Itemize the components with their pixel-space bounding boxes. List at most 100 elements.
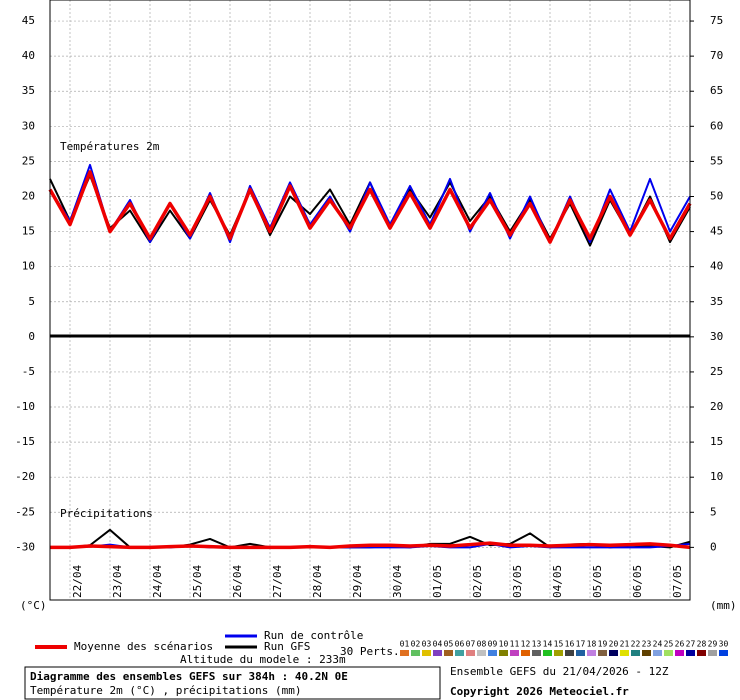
y2-tick-label: 70 <box>710 49 723 62</box>
perturbation-label: 15 <box>554 640 564 649</box>
y-tick-label: 10 <box>22 260 35 273</box>
perturbation-swatch <box>466 650 475 656</box>
perturbation-label: 29 <box>708 640 718 649</box>
x-tick-label: 27/04 <box>271 565 284 598</box>
perturbation-label: 20 <box>609 640 619 649</box>
perturbation-label: 26 <box>675 640 685 649</box>
y-tick-label: 30 <box>22 119 35 132</box>
perturbation-label: 01 <box>400 640 410 649</box>
perturbation-label: 17 <box>576 640 586 649</box>
y2-tick-label: 5 <box>710 505 717 518</box>
x-tick-label: 23/04 <box>111 565 124 598</box>
x-tick-label: 30/04 <box>391 565 404 598</box>
y2-tick-label: 65 <box>710 84 723 97</box>
x-tick-label: 07/05 <box>671 565 684 598</box>
y2-tick-label: 15 <box>710 435 723 448</box>
y2-tick-label: 55 <box>710 154 723 167</box>
x-tick-label: 26/04 <box>231 565 244 598</box>
perturbation-label: 11 <box>510 640 520 649</box>
y2-tick-label: 20 <box>710 400 723 413</box>
y-unit: (°C) <box>20 599 47 612</box>
perturbation-label: 08 <box>477 640 487 649</box>
perturbation-swatch <box>433 650 442 656</box>
perturbation-label: 25 <box>664 640 674 649</box>
perturbation-label: 14 <box>543 640 553 649</box>
panel-title: Précipitations <box>60 507 153 520</box>
y2-tick-label: 30 <box>710 330 723 343</box>
x-tick-label: 28/04 <box>311 565 324 598</box>
perturbation-swatch <box>587 650 596 656</box>
perturbation-label: 19 <box>598 640 608 649</box>
perturbation-label: 27 <box>686 640 696 649</box>
perturbation-swatch <box>576 650 585 656</box>
y-tick-label: 35 <box>22 84 35 97</box>
footer-box <box>24 666 441 700</box>
perturbation-label: 10 <box>499 640 509 649</box>
perturbation-swatch <box>675 650 684 656</box>
perturbation-label: 04 <box>433 640 443 649</box>
perturbation-label: 16 <box>565 640 575 649</box>
perturbation-label: 12 <box>521 640 531 649</box>
series-line <box>50 541 691 550</box>
perturbation-swatch <box>609 650 618 656</box>
x-tick-label: 24/04 <box>151 565 164 598</box>
perturbation-label: 23 <box>642 640 652 649</box>
panel-title: Températures 2m <box>60 140 160 153</box>
perturbation-swatch <box>642 650 651 656</box>
y2-tick-label: 45 <box>710 225 723 238</box>
y2-tick-label: 25 <box>710 365 723 378</box>
x-tick-label: 05/05 <box>591 565 604 598</box>
x-tick-label: 06/05 <box>631 565 644 598</box>
perturbation-label: 21 <box>620 640 630 649</box>
y-tick-label: 0 <box>28 330 35 343</box>
perturbation-swatch <box>488 650 497 656</box>
altitude: Altitude du modele : 233m <box>180 653 346 666</box>
perturbation-label: 06 <box>455 640 465 649</box>
perturbation-label: 07 <box>466 640 476 649</box>
y-tick-label: 5 <box>28 295 35 308</box>
perturbation-swatch <box>620 650 629 656</box>
perturbation-swatch <box>554 650 563 656</box>
perturbation-swatch <box>664 650 673 656</box>
perturbation-swatch <box>532 650 541 656</box>
perturbation-swatch <box>653 650 662 656</box>
y-tick-label: -15 <box>15 435 35 448</box>
perturbation-label: 30 <box>719 640 729 649</box>
perturbation-swatch <box>477 650 486 656</box>
perturbation-label: 22 <box>631 640 641 649</box>
perturbation-swatch <box>455 650 464 656</box>
y-tick-label: 45 <box>22 14 35 27</box>
y-tick-label: 20 <box>22 189 35 202</box>
run-info: Ensemble GEFS du 21/04/2026 - 12Z <box>450 665 669 678</box>
perturbation-swatch <box>686 650 695 656</box>
y-tick-label: -20 <box>15 470 35 483</box>
perturbations-label: 30 Perts. <box>340 645 400 658</box>
perturbation-label: 09 <box>488 640 498 649</box>
series-lines <box>48 163 692 550</box>
y2-tick-label: 10 <box>710 470 723 483</box>
y-tick-label: 25 <box>22 154 35 167</box>
perturbation-label: 03 <box>422 640 432 649</box>
perturbation-swatch <box>444 650 453 656</box>
y2-tick-label: 75 <box>710 14 723 27</box>
x-tick-label: 02/05 <box>471 565 484 598</box>
perturbation-swatch <box>631 650 640 656</box>
x-tick-label: 01/05 <box>431 565 444 598</box>
footer-title: Diagramme des ensembles GEFS sur 384h : … <box>30 670 348 683</box>
perturbation-label: 13 <box>532 640 542 649</box>
y2-tick-label: 50 <box>710 189 723 202</box>
y2-tick-label: 0 <box>710 540 717 553</box>
y-tick-label: 40 <box>22 49 35 62</box>
perturbation-label: 28 <box>697 640 707 649</box>
perturbation-swatch <box>411 650 420 656</box>
y2-tick-label: 35 <box>710 295 723 308</box>
perturbation-swatch <box>565 650 574 656</box>
perturbation-swatch <box>598 650 607 656</box>
legend-label: Run GFS <box>264 640 310 653</box>
perturbation-swatch <box>543 650 552 656</box>
series-line <box>48 170 692 244</box>
perturbation-label: 02 <box>411 640 421 649</box>
perturbation-swatch <box>521 650 530 656</box>
